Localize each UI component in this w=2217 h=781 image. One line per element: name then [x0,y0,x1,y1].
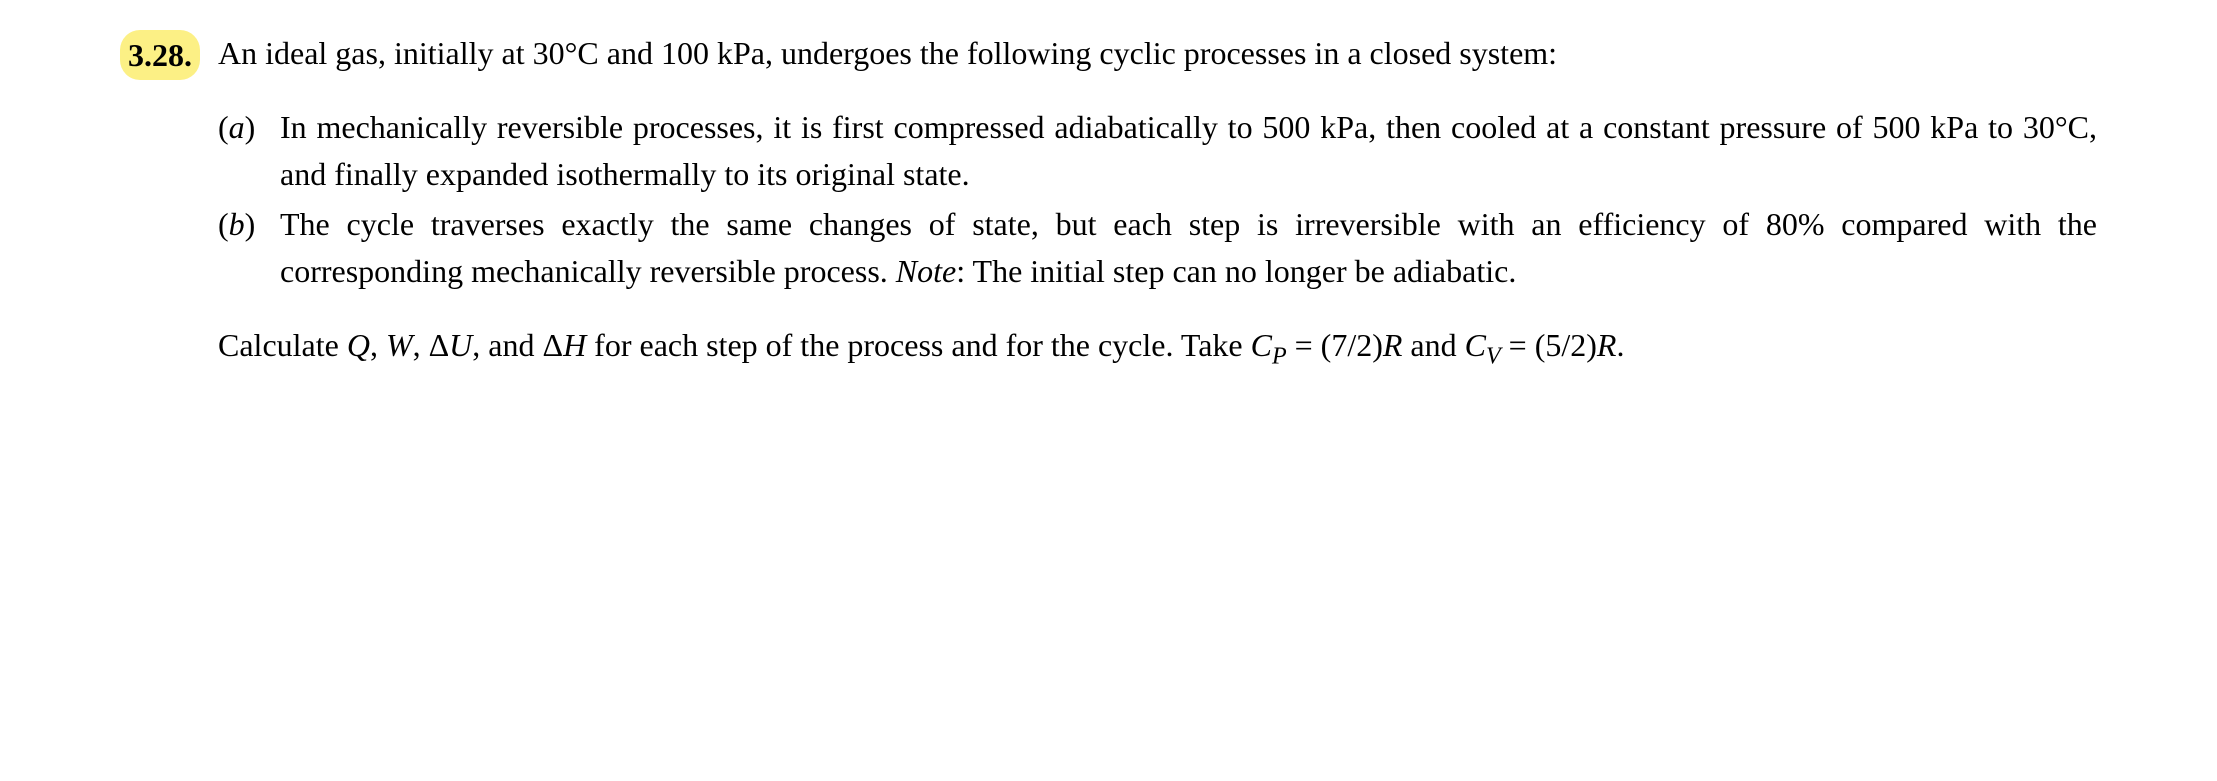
sub-items-list: (a) In mechanically reversible processes… [218,104,2097,294]
sub-item-a-text: In mechanically reversible processes, it… [280,104,2097,197]
note-text: : The initial step can no longer be adia… [956,253,1516,289]
var-U: U [449,327,472,363]
delta-H: Δ [542,327,563,363]
cp-eq: = (7/2) [1287,327,1383,363]
var-Q: Q [347,327,370,363]
problem-container: 3.28. An ideal gas, initially at 30°C an… [120,30,2097,374]
sub-item-a-letter: a [229,109,245,145]
sep1: , [370,327,386,363]
closing-period: . [1616,327,1624,363]
closing-text: Calculate Q, W, ΔU, and ΔH for each step… [218,322,2097,374]
problem-body: An ideal gas, initially at 30°C and 100 … [218,30,2097,374]
var-R2: R [1597,327,1617,363]
var-W: W [386,327,413,363]
var-Cv-C: C [1465,327,1486,363]
var-H: H [563,327,586,363]
sub-item-b: (b) The cycle traverses exactly the same… [218,201,2097,294]
note-label: Note [896,253,956,289]
var-Cp-C: C [1251,327,1272,363]
problem-intro: An ideal gas, initially at 30°C and 100 … [218,30,2097,76]
sub-item-b-letter: b [229,206,245,242]
closing-mid: for each step of the process and for the… [586,327,1250,363]
delta-U: Δ [429,327,450,363]
sub-item-b-label: (b) [218,201,280,247]
sub-item-a-label: (a) [218,104,280,150]
sub-item-b-text: The cycle traverses exactly the same cha… [280,201,2097,294]
cv-and: and [1402,327,1464,363]
var-Cp-sub: P [1272,343,1287,369]
closing-prefix: Calculate [218,327,347,363]
sub-item-a: (a) In mechanically reversible processes… [218,104,2097,197]
cv-eq: = (5/2) [1501,327,1597,363]
var-Cv-sub: V [1486,343,1501,369]
problem-number-highlight: 3.28. [120,30,200,80]
var-R1: R [1383,327,1403,363]
sep2: , [413,327,429,363]
sep3: , and [472,327,542,363]
problem-number: 3.28. [120,30,200,80]
